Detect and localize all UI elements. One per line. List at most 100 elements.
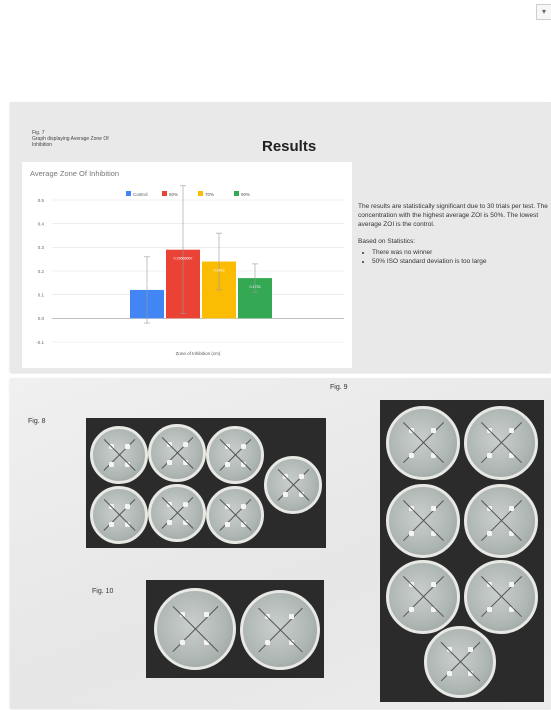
- antibiotic-disk: [509, 582, 515, 588]
- antibiotic-disk: [241, 462, 247, 468]
- antibiotic-disk: [183, 460, 189, 466]
- fig7-caption: Fig. 7 Graph displaying Average Zone Of …: [32, 130, 109, 148]
- fig7-caption-line3: Inhibition: [32, 142, 53, 148]
- results-slide: Fig. 7 Graph displaying Average Zone Of …: [10, 102, 551, 372]
- petri-dish: [386, 484, 460, 558]
- x-axis-label: Zone of Inhibition (cm): [176, 351, 221, 356]
- y-tick-label-6: -0.1: [36, 340, 44, 345]
- antibiotic-disk: [288, 613, 294, 619]
- antibiotic-disk: [125, 522, 131, 528]
- legend-label-1: 50%: [169, 192, 178, 197]
- data-label-2: 0.2433: [214, 269, 225, 273]
- antibiotic-disk: [509, 428, 515, 434]
- y-tick-label-4: 0.1: [38, 292, 45, 297]
- antibiotic-disk: [409, 506, 415, 512]
- antibiotic-disk: [509, 606, 515, 612]
- antibiotic-disk: [509, 506, 515, 512]
- petri-dish: [90, 486, 148, 544]
- fig10-photo: [146, 580, 324, 678]
- antibiotic-disk: [108, 462, 114, 468]
- petri-dish: [424, 626, 496, 698]
- legend-label-0: Control: [133, 192, 148, 197]
- results-paragraph: The results are statistically significan…: [358, 203, 548, 228]
- fig8-label: Fig. 8: [28, 418, 46, 425]
- petri-dish: [206, 426, 264, 484]
- antibiotic-disk: [431, 582, 437, 588]
- fig7-caption-line2: Graph displaying Average Zone Of: [32, 136, 109, 142]
- antibiotic-disk: [224, 462, 230, 468]
- antibiotic-disk: [166, 441, 172, 447]
- antibiotic-disk: [166, 501, 172, 507]
- stats-list: There was no winner 50% ISO standard dev…: [358, 248, 548, 266]
- antibiotic-disk: [204, 612, 210, 618]
- antibiotic-disk: [431, 530, 437, 536]
- antibiotic-disk: [224, 522, 230, 528]
- stats-bullet-2: 50% ISO standard deviation is too large: [372, 257, 548, 266]
- antibiotic-disk: [179, 639, 185, 645]
- fig10-label: Fig. 10: [92, 588, 114, 595]
- antibiotic-disk: [487, 452, 493, 458]
- stats-bullet-1: There was no winner: [372, 248, 548, 257]
- data-label-1: 0.29666667: [174, 257, 193, 261]
- legend-swatch-3: [234, 191, 239, 196]
- slide-title: Results: [262, 138, 317, 155]
- antibiotic-disk: [467, 671, 473, 677]
- antibiotic-disk: [509, 452, 515, 458]
- antibiotic-disk: [125, 443, 131, 449]
- petri-dish: [90, 426, 148, 484]
- antibiotic-disk: [409, 582, 415, 588]
- antibiotic-disk: [108, 443, 114, 449]
- antibiotic-disk: [108, 522, 114, 528]
- y-tick-label-3: 0.2: [38, 269, 45, 274]
- y-tick-label-1: 0.4: [38, 221, 45, 226]
- fig7-caption-line1: Fig. 7: [32, 130, 45, 136]
- antibiotic-disk: [487, 530, 493, 536]
- petri-dish: [464, 484, 538, 558]
- zone-of-inhibition-chart: Average Zone Of Inhibition Control 50% 70% 9…: [30, 169, 344, 356]
- petri-dish: [206, 486, 264, 544]
- petri-dish: [240, 590, 320, 670]
- petri-dish: [148, 424, 206, 482]
- legend-swatch-0: [126, 191, 131, 196]
- data-label-0: 0.12333333: [138, 283, 157, 287]
- legend-label-2: 70%: [205, 192, 214, 197]
- petri-dish: [464, 406, 538, 480]
- antibiotic-disk: [125, 462, 131, 468]
- chart-card: Average Zone Of Inhibition Control 50% 70% 9…: [22, 162, 352, 368]
- antibiotic-disk: [282, 492, 288, 498]
- antibiotic-disk: [487, 582, 493, 588]
- legend-label-3: 90%: [241, 192, 250, 197]
- antibiotic-disk: [431, 428, 437, 434]
- antibiotic-disk: [183, 501, 189, 507]
- petri-dish: [264, 456, 322, 514]
- antibiotic-disk: [409, 530, 415, 536]
- antibiotic-disk: [487, 506, 493, 512]
- antibiotic-disk: [299, 473, 305, 479]
- antibiotic-disk: [431, 506, 437, 512]
- antibiotic-disk: [224, 443, 230, 449]
- petri-dish: [386, 560, 460, 634]
- photos-slide: Fig. 9 Fig. 8 Fig. 10: [10, 378, 551, 708]
- petri-dish: [148, 484, 206, 542]
- antibiotic-disk: [166, 460, 172, 466]
- antibiotic-disk: [409, 606, 415, 612]
- legend-swatch-2: [198, 191, 203, 196]
- antibiotic-disk: [409, 428, 415, 434]
- data-label-3: 0.1733: [250, 285, 261, 289]
- antibiotic-disk: [446, 671, 452, 677]
- y-tick-label-2: 0.3: [38, 245, 45, 250]
- fig9-photo: [380, 400, 544, 702]
- antibiotic-disk: [299, 492, 305, 498]
- fig9-label: Fig. 9: [330, 384, 348, 391]
- antibiotic-disk: [265, 640, 271, 646]
- antibiotic-disk: [241, 443, 247, 449]
- results-text: The results are statistically significan…: [358, 202, 548, 266]
- antibiotic-disk: [487, 428, 493, 434]
- chart-title: Average Zone Of Inhibition: [30, 169, 119, 178]
- chevron-down-icon[interactable]: ▾: [536, 4, 551, 20]
- antibiotic-disk: [241, 503, 247, 509]
- petri-dish: [154, 588, 236, 670]
- antibiotic-disk: [446, 647, 452, 653]
- petri-dish: [464, 560, 538, 634]
- legend-swatch-1: [162, 191, 167, 196]
